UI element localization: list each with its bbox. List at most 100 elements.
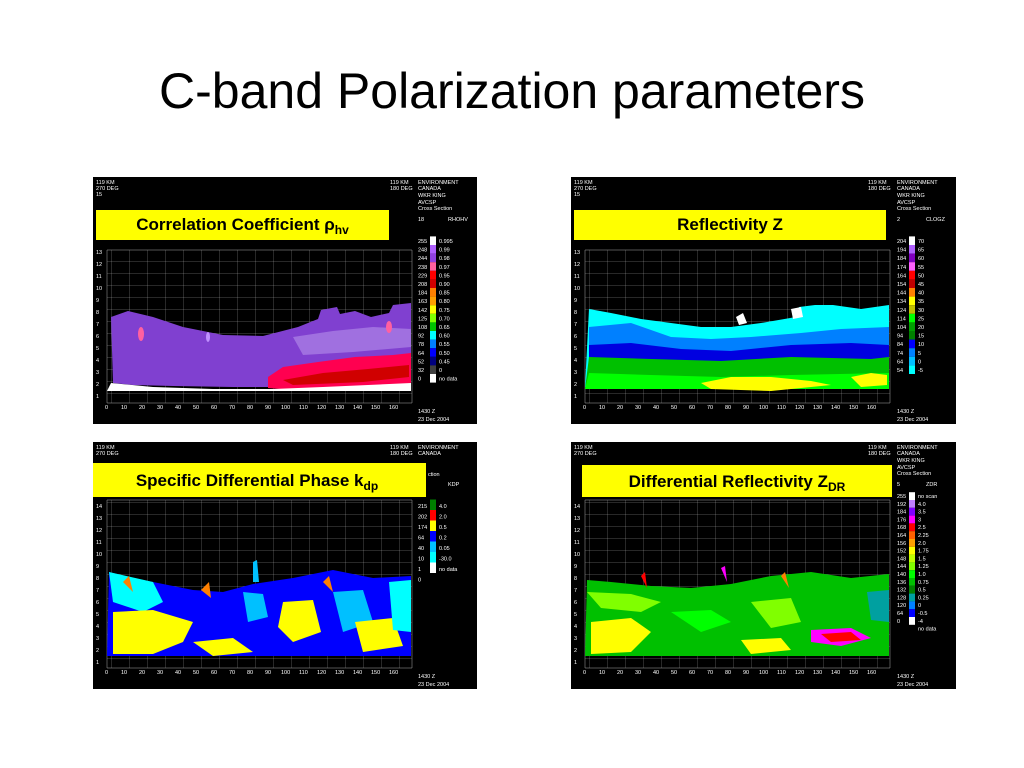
- z-x-tick: 120: [795, 405, 804, 411]
- z-time: 1430 Z: [897, 409, 915, 415]
- z-y-tick: 12: [574, 262, 580, 268]
- z-x-tick: 50: [671, 405, 677, 411]
- z-legend-swatch: [909, 339, 915, 349]
- z-legend-value: 70: [918, 239, 924, 245]
- zdr-legend-swatch: [909, 492, 915, 500]
- rhohv-x-tick: 100: [281, 405, 290, 411]
- z-legend-index: 174: [897, 265, 906, 271]
- z-top-right-0: ENVIRONMENT: [897, 180, 938, 186]
- kdp-legend-value: 2.0: [439, 515, 447, 521]
- rhohv-legend-value: 0.55: [439, 342, 450, 348]
- rhohv-legend-swatch: [430, 296, 436, 306]
- kdp-legend-swatch: [430, 562, 436, 573]
- zdr-legend-index: 144: [897, 564, 906, 570]
- z-field-name: CLOGZ: [926, 217, 946, 223]
- zdr-legend-value: 2.25: [918, 533, 929, 539]
- kdp-y-tick: 1: [96, 660, 99, 666]
- kdp-legend: 215 4.0 202 2.0 174 0.5 64 0.2 40 0.05 10 -30.0 1 no …: [418, 499, 458, 584]
- rhohv-y-tick: 7: [96, 322, 99, 328]
- z-legend-value: 0: [918, 359, 921, 365]
- zdr-x-tick: 80: [725, 670, 731, 676]
- panel-z: 119 KM 270 DEG 119 KM 180 DEG ENVIRONMEN…: [571, 177, 956, 424]
- rhohv-legend-swatch: [430, 288, 436, 297]
- rhohv-legend-value: 0.70: [439, 316, 450, 322]
- z-y-tick: 7: [574, 322, 577, 328]
- rhohv-top-left-1: 270 DEG: [96, 186, 119, 192]
- rhohv-x-tick: 150: [371, 405, 380, 411]
- zdr-legend-index: 140: [897, 572, 906, 578]
- zdr-legend-value: 0.75: [918, 580, 929, 586]
- z-label: Reflectivity Z: [573, 209, 887, 241]
- kdp-legend-swatch: [430, 531, 436, 542]
- rhohv-legend-swatch: [430, 348, 436, 357]
- zdr-legend-index: 255: [897, 494, 906, 500]
- z-legend-index: 54: [897, 368, 903, 374]
- z-date: 23 Dec 2004: [897, 417, 928, 423]
- z-top-mid-1: 180 DEG: [868, 186, 891, 192]
- kdp-y-tick: 2: [96, 648, 99, 654]
- rhohv-legend-swatch: [430, 270, 436, 280]
- rhohv-legend-swatch: [430, 253, 436, 263]
- kdp-x-tick: 120: [317, 670, 326, 676]
- z-x-tick: 10: [599, 405, 605, 411]
- z-x-tick: 0: [583, 405, 586, 411]
- rhohv-label-text: Correlation Coefficient ρ: [136, 215, 335, 234]
- rhohv-top-right-4: Cross Section: [418, 206, 452, 212]
- kdp-y-tick: 10: [96, 552, 102, 558]
- rhohv-x-tick: 10: [121, 405, 127, 411]
- kdp-y-tick: 5: [96, 612, 99, 618]
- rhohv-x-tick: 140: [353, 405, 362, 411]
- kdp-x-tick: 0: [105, 670, 108, 676]
- rhohv-legend-swatch: [430, 374, 436, 383]
- z-legend-index: 144: [897, 291, 906, 297]
- z-legend-swatch: [909, 288, 915, 297]
- zdr-y-tick: 2: [574, 648, 577, 654]
- z-legend-swatch: [909, 322, 915, 331]
- kdp-x-tick: 30: [157, 670, 163, 676]
- kdp-x-tick: 90: [265, 670, 271, 676]
- z-x-tick: 110: [777, 405, 786, 411]
- z-legend-value: 50: [918, 273, 924, 279]
- zdr-y-tick: 5: [574, 612, 577, 618]
- kdp-top-mid-0: 119 KM: [390, 445, 409, 451]
- zdr-legend-index: 184: [897, 510, 906, 516]
- zdr-x-tick: 30: [635, 670, 641, 676]
- z-x-tick: 100: [759, 405, 768, 411]
- kdp-legend-index: 0: [418, 578, 421, 584]
- rhohv-legend-value: 0.45: [439, 359, 450, 365]
- kdp-field-frag: ction: [428, 472, 440, 478]
- rhohv-legend-value: 0.97: [439, 265, 450, 271]
- z-legend-index: 94: [897, 334, 903, 340]
- zdr-legend-swatch: [909, 601, 915, 610]
- zdr-y-tick: 8: [574, 576, 577, 582]
- rhohv-legend-value: 0.75: [439, 308, 450, 314]
- zdr-legend-value: -0.5: [918, 611, 927, 617]
- kdp-legend-value: -30.0: [439, 557, 452, 563]
- rhohv-y-tick: 8: [96, 310, 99, 316]
- rhohv-date: 23 Dec 2004: [418, 417, 449, 423]
- z-legend-swatch: [909, 296, 915, 306]
- zdr-legend-index: 136: [897, 580, 906, 586]
- zdr-x-tick: 100: [759, 670, 768, 676]
- kdp-legend-index: 1: [418, 567, 421, 573]
- kdp-y-tick: 13: [96, 516, 102, 522]
- zdr-legend-swatch: [909, 609, 915, 617]
- kdp-top-left-0: 119 KM: [96, 445, 115, 451]
- rhohv-legend-value: 0.995: [439, 239, 453, 245]
- z-legend-index: 74: [897, 351, 903, 357]
- rhohv-x-tick: 160: [389, 405, 398, 411]
- z-legend-value: -5: [918, 368, 923, 374]
- kdp-y-tick: 12: [96, 528, 102, 534]
- z-y-tick: 6: [574, 334, 577, 340]
- kdp-field-name: KDP: [448, 482, 460, 488]
- z-y-tick: 9: [574, 298, 577, 304]
- z-legend-index: 204: [897, 239, 906, 245]
- z-legend-index: 114: [897, 316, 906, 322]
- kdp-x-tick: 40: [175, 670, 181, 676]
- kdp-y-tick: 11: [96, 540, 102, 546]
- rhohv-x-tick: 30: [157, 405, 163, 411]
- zdr-legend-swatch: [909, 617, 915, 625]
- kdp-legend-value: 0.2: [439, 536, 447, 542]
- rhohv-legend-value: 0.60: [439, 334, 450, 340]
